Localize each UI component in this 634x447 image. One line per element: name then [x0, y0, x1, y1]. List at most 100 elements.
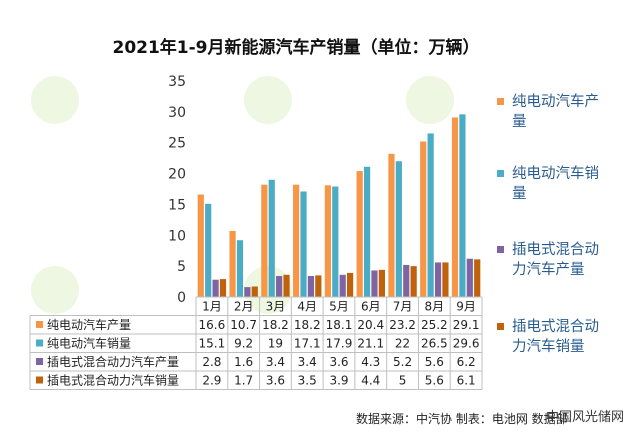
bars — [197, 114, 481, 297]
table-category-label: 2月 — [234, 300, 254, 314]
bar-3-2 — [244, 287, 251, 297]
bar-3-8 — [434, 262, 442, 297]
table-value: 5.6 — [425, 374, 444, 388]
table-value: 3.9 — [329, 374, 348, 388]
table-value: 17.9 — [326, 337, 353, 351]
table-category-label: 5月 — [329, 300, 349, 314]
bar-2-8 — [427, 133, 434, 297]
table-value: 1.6 — [234, 355, 253, 369]
legend-label-line: 插电式混合动 — [512, 318, 599, 335]
bar-2-1 — [205, 203, 212, 297]
watermark-logo — [31, 266, 79, 314]
table-value: 1.7 — [234, 374, 253, 388]
legend-label-line: 纯电动汽车产 — [512, 93, 599, 110]
y-tick-label: 10 — [168, 228, 186, 244]
bar-1-3 — [261, 184, 268, 297]
table-category-label: 3月 — [266, 300, 286, 314]
table-value: 29.6 — [453, 337, 480, 351]
table-series-label: 插电式混合动力汽车销量 — [47, 373, 179, 388]
table-value: 4.4 — [361, 374, 380, 388]
table-series-label: 插电式混合动力汽车产量 — [47, 354, 179, 369]
y-tick-label: 25 — [168, 136, 186, 152]
bar-1-5 — [324, 185, 331, 297]
table-value: 3.5 — [298, 374, 317, 388]
source-note: 数据来源：中汽协 制表：电池网 数据部 — [356, 412, 568, 426]
watermark-logo — [406, 76, 454, 124]
table-value: 26.5 — [421, 337, 448, 351]
table-category-label: 9月 — [456, 300, 476, 314]
bar-2-7 — [395, 161, 402, 297]
table-value: 6.1 — [457, 374, 476, 388]
table-value: 18.1 — [326, 318, 353, 332]
table-value: 15.1 — [199, 337, 226, 351]
bar-1-9 — [451, 117, 459, 297]
bar-1-8 — [420, 141, 427, 297]
table-value: 10.7 — [230, 318, 257, 332]
table-value: 3.4 — [298, 355, 317, 369]
table-value: 18.2 — [294, 318, 321, 332]
y-tick-label: 5 — [177, 259, 186, 275]
table-value: 19 — [268, 337, 283, 351]
bar-1-7 — [388, 153, 395, 297]
bar-3-5 — [339, 274, 346, 297]
table-legend-key — [36, 376, 43, 384]
table-value: 4.3 — [361, 355, 380, 369]
chart-title: 2021年1-9月新能源汽车产销量（单位：万辆） — [112, 37, 479, 58]
table-value: 17.1 — [294, 337, 321, 351]
bar-4-1 — [219, 279, 227, 297]
table-value: 2.9 — [202, 374, 221, 388]
bar-4-7 — [410, 266, 417, 297]
table-value: 5.2 — [393, 355, 412, 369]
y-tick-label: 35 — [168, 74, 186, 90]
bar-1-1 — [197, 194, 204, 297]
y-tick-label: 15 — [168, 197, 186, 213]
table-value: 9.2 — [234, 337, 253, 351]
legend-label-line: 纯电动汽车销 — [512, 165, 599, 182]
table-legend-key — [36, 358, 43, 365]
legend-label: 纯电动汽车产量 — [512, 93, 599, 130]
bar-3-3 — [276, 276, 283, 297]
table-value: 5 — [399, 374, 407, 388]
bar-2-9 — [459, 114, 466, 297]
table-value: 5.6 — [425, 355, 444, 369]
bar-1-6 — [356, 171, 363, 297]
table-value: 25.2 — [421, 318, 448, 332]
bar-1-4 — [293, 184, 300, 297]
watermark-logo — [31, 76, 79, 124]
table-value: 3.4 — [266, 355, 285, 369]
legend-label-line: 量 — [512, 186, 527, 202]
y-tick-label: 30 — [168, 105, 186, 121]
bar-4-2 — [251, 286, 258, 297]
legend-label: 插电式混合动力汽车产量 — [512, 241, 599, 278]
watermark-logos — [31, 76, 454, 314]
legend-key — [497, 323, 504, 330]
table-value: 3.6 — [329, 355, 348, 369]
bar-4-9 — [474, 259, 481, 297]
bar-4-8 — [442, 262, 449, 297]
legend-key — [497, 98, 504, 105]
y-tick-label: 20 — [168, 167, 186, 183]
legend-key — [497, 246, 504, 253]
table-value: 21.1 — [357, 337, 384, 351]
bar-4-4 — [315, 275, 322, 297]
watermark-logo — [244, 76, 292, 124]
bar-2-6 — [363, 166, 371, 297]
bar-4-6 — [378, 269, 385, 297]
legend-label-line: 量 — [512, 114, 527, 130]
bar-3-9 — [466, 258, 473, 297]
bar-4-5 — [347, 272, 354, 297]
table-legend-key — [36, 321, 43, 328]
table-value: 2.8 — [202, 355, 221, 369]
table-series-label: 纯电动汽车销量 — [47, 336, 131, 351]
table-value: 6.2 — [457, 355, 476, 369]
table-value: 3.6 — [266, 374, 285, 388]
bar-2-5 — [332, 186, 339, 297]
legend-label: 纯电动汽车销量 — [512, 165, 599, 202]
bar-2-4 — [300, 191, 307, 297]
table-category-label: 4月 — [297, 300, 317, 314]
bar-4-3 — [283, 274, 290, 297]
bar-3-7 — [403, 264, 410, 297]
